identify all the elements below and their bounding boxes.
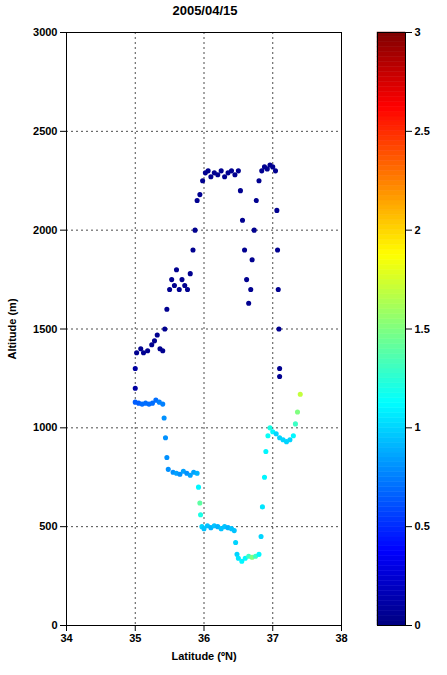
svg-text:1: 1	[415, 421, 421, 433]
svg-text:1500: 1500	[33, 323, 57, 335]
svg-text:2000: 2000	[33, 224, 57, 236]
svg-text:37: 37	[267, 632, 279, 644]
svg-text:38: 38	[335, 632, 347, 644]
svg-text:2.5: 2.5	[415, 125, 430, 137]
svg-text:500: 500	[39, 520, 57, 532]
svg-text:1000: 1000	[33, 421, 57, 433]
svg-text:Altitude (m): Altitude (m)	[6, 298, 18, 359]
svg-text:36: 36	[198, 632, 210, 644]
svg-text:3000: 3000	[33, 26, 57, 38]
svg-text:0.5: 0.5	[415, 520, 430, 532]
svg-text:Latitude (ºN): Latitude (ºN)	[171, 650, 236, 662]
svg-text:35: 35	[129, 632, 141, 644]
svg-text:0: 0	[415, 619, 421, 631]
svg-text:3: 3	[415, 26, 421, 38]
svg-text:2: 2	[415, 224, 421, 236]
svg-text:34: 34	[60, 632, 73, 644]
svg-text:0: 0	[51, 619, 57, 631]
html-text:2005/04/15: 2005/04/15	[172, 3, 238, 18]
svg-text:2500: 2500	[33, 125, 57, 137]
svg-text:1.5: 1.5	[415, 323, 430, 335]
